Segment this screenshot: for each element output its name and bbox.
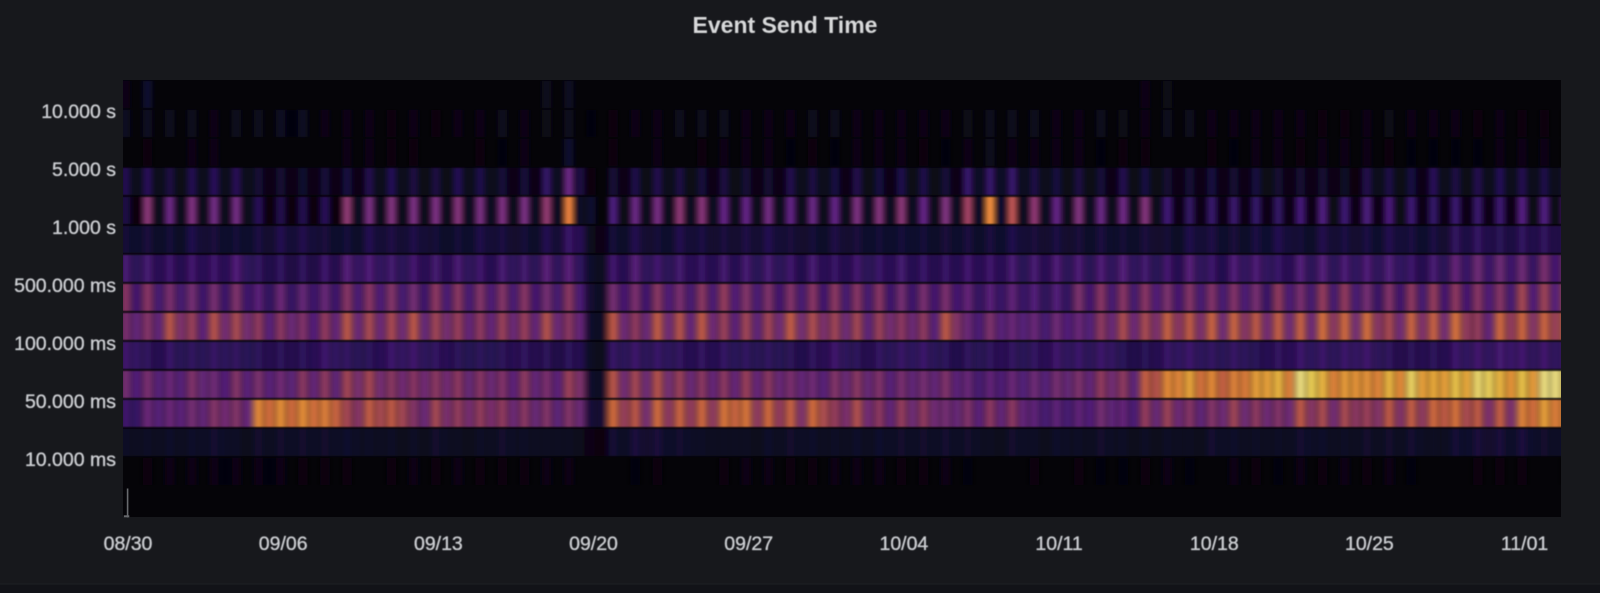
svg-text:09/27: 09/27 [724,533,773,555]
svg-text:1.000 s: 1.000 s [52,217,116,239]
svg-text:10/11: 10/11 [1035,533,1082,555]
svg-text:09/06: 09/06 [259,533,308,555]
svg-text:09/20: 09/20 [569,533,618,555]
svg-text:11/01: 11/01 [1501,533,1548,555]
svg-text:Event Send Time: Event Send Time [693,12,878,38]
svg-text:10/18: 10/18 [1190,533,1239,555]
svg-text:50.000 ms: 50.000 ms [25,391,116,413]
svg-text:500.000 ms: 500.000 ms [14,275,116,297]
svg-text:10.000 s: 10.000 s [41,101,116,123]
svg-text:09/13: 09/13 [414,533,463,555]
svg-text:10/04: 10/04 [879,533,928,555]
svg-text:08/30: 08/30 [104,533,153,555]
svg-text:5.000 s: 5.000 s [52,159,116,181]
svg-text:100.000 ms: 100.000 ms [14,333,116,355]
svg-text:10/25: 10/25 [1345,533,1394,555]
svg-text:10.000 ms: 10.000 ms [25,449,116,471]
